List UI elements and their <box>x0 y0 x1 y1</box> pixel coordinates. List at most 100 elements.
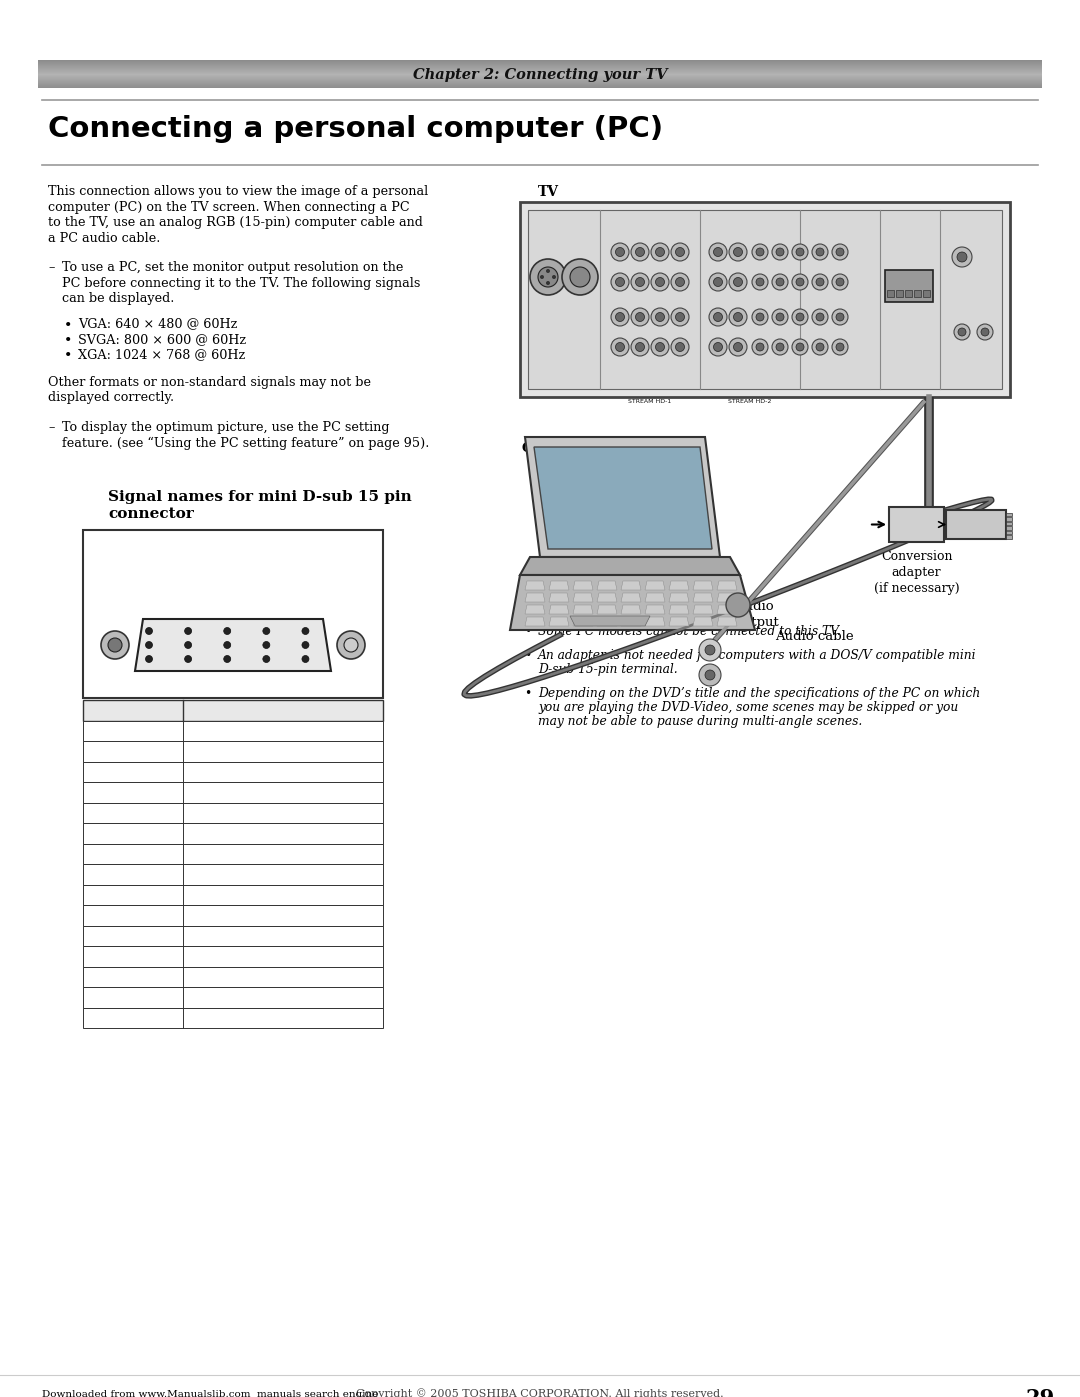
Circle shape <box>631 307 649 326</box>
Bar <box>83 844 383 863</box>
Bar <box>83 761 383 782</box>
Circle shape <box>816 344 824 351</box>
Polygon shape <box>693 605 713 615</box>
Circle shape <box>635 278 645 286</box>
Text: To use a PC, set the monitor output resolution on the: To use a PC, set the monitor output reso… <box>62 261 403 274</box>
Circle shape <box>146 627 152 634</box>
Circle shape <box>832 309 848 326</box>
Polygon shape <box>525 617 545 626</box>
Text: Ground: Ground <box>191 847 239 861</box>
Circle shape <box>675 342 685 352</box>
Polygon shape <box>621 617 642 626</box>
Circle shape <box>635 313 645 321</box>
Circle shape <box>714 247 723 257</box>
Bar <box>887 291 894 298</box>
Circle shape <box>752 339 768 355</box>
Polygon shape <box>549 581 569 590</box>
Circle shape <box>671 243 689 261</box>
Bar <box>83 988 383 1007</box>
Circle shape <box>611 272 629 291</box>
Bar <box>1005 513 1012 515</box>
Circle shape <box>570 267 590 286</box>
Text: COLOR
STREAM HD-2: COLOR STREAM HD-2 <box>728 393 772 404</box>
Circle shape <box>699 638 721 661</box>
Text: displayed correctly.: displayed correctly. <box>48 391 174 405</box>
Circle shape <box>552 275 556 279</box>
Polygon shape <box>525 605 545 615</box>
Polygon shape <box>549 617 569 626</box>
Bar <box>83 925 383 946</box>
Text: Audio cable: Audio cable <box>775 630 853 643</box>
Polygon shape <box>597 617 617 626</box>
Circle shape <box>651 243 669 261</box>
Polygon shape <box>717 581 737 590</box>
Circle shape <box>954 324 970 339</box>
Circle shape <box>656 342 664 352</box>
Circle shape <box>812 309 828 326</box>
Circle shape <box>756 344 764 351</box>
Text: may not be able to pause during multi-angle scenes.: may not be able to pause during multi-an… <box>538 715 862 728</box>
Circle shape <box>262 627 270 634</box>
Text: PC before connecting it to the TV. The following signals: PC before connecting it to the TV. The f… <box>62 277 420 289</box>
Circle shape <box>812 339 828 355</box>
Text: Audio
output: Audio output <box>735 599 779 629</box>
Text: TV: TV <box>538 184 559 198</box>
Polygon shape <box>510 576 755 630</box>
Circle shape <box>729 338 747 356</box>
Circle shape <box>656 278 664 286</box>
Text: 1: 1 <box>129 724 137 738</box>
Circle shape <box>224 627 231 634</box>
Text: An adapter is not needed for computers with a DOS/V compatible mini: An adapter is not needed for computers w… <box>538 650 976 662</box>
Text: Ground: Ground <box>191 827 239 840</box>
Circle shape <box>832 244 848 260</box>
Bar <box>1005 517 1012 521</box>
Circle shape <box>538 267 558 286</box>
Bar <box>83 529 383 698</box>
Bar <box>885 270 933 302</box>
Circle shape <box>651 307 669 326</box>
Circle shape <box>977 324 993 339</box>
Circle shape <box>832 339 848 355</box>
Bar <box>83 967 383 988</box>
Text: This connection allows you to view the image of a personal: This connection allows you to view the i… <box>48 184 429 198</box>
Circle shape <box>562 258 598 295</box>
Circle shape <box>752 244 768 260</box>
Polygon shape <box>717 605 737 615</box>
Text: –: – <box>48 261 54 274</box>
Circle shape <box>651 272 669 291</box>
Text: Signal name: Signal name <box>244 704 322 717</box>
Text: 5: 5 <box>130 806 137 819</box>
Text: •: • <box>524 650 531 662</box>
Circle shape <box>726 592 750 617</box>
Circle shape <box>729 243 747 261</box>
Text: AUDIO: AUDIO <box>823 224 841 229</box>
Circle shape <box>546 270 550 272</box>
Circle shape <box>777 278 784 286</box>
Polygon shape <box>621 605 642 615</box>
Circle shape <box>836 278 843 286</box>
Text: 4: 4 <box>129 785 137 799</box>
Text: 10: 10 <box>108 671 122 680</box>
Bar <box>83 700 383 721</box>
Polygon shape <box>573 581 593 590</box>
Polygon shape <box>717 617 737 626</box>
Text: Pin No.: Pin No. <box>110 704 157 717</box>
Text: 8: 8 <box>129 868 137 880</box>
Circle shape <box>616 342 624 352</box>
Text: 2: 2 <box>130 745 137 757</box>
Circle shape <box>777 313 784 321</box>
Circle shape <box>772 309 788 326</box>
Bar <box>1005 527 1012 529</box>
Circle shape <box>635 247 645 257</box>
Circle shape <box>792 339 808 355</box>
Polygon shape <box>135 619 330 671</box>
Polygon shape <box>525 581 545 590</box>
Bar <box>528 210 1002 388</box>
Circle shape <box>708 272 727 291</box>
Text: NC: NC <box>191 1011 212 1024</box>
Circle shape <box>708 243 727 261</box>
Text: 11: 11 <box>314 678 329 687</box>
Text: Ground: Ground <box>191 868 239 880</box>
Text: –: – <box>48 420 54 434</box>
Circle shape <box>951 247 972 267</box>
